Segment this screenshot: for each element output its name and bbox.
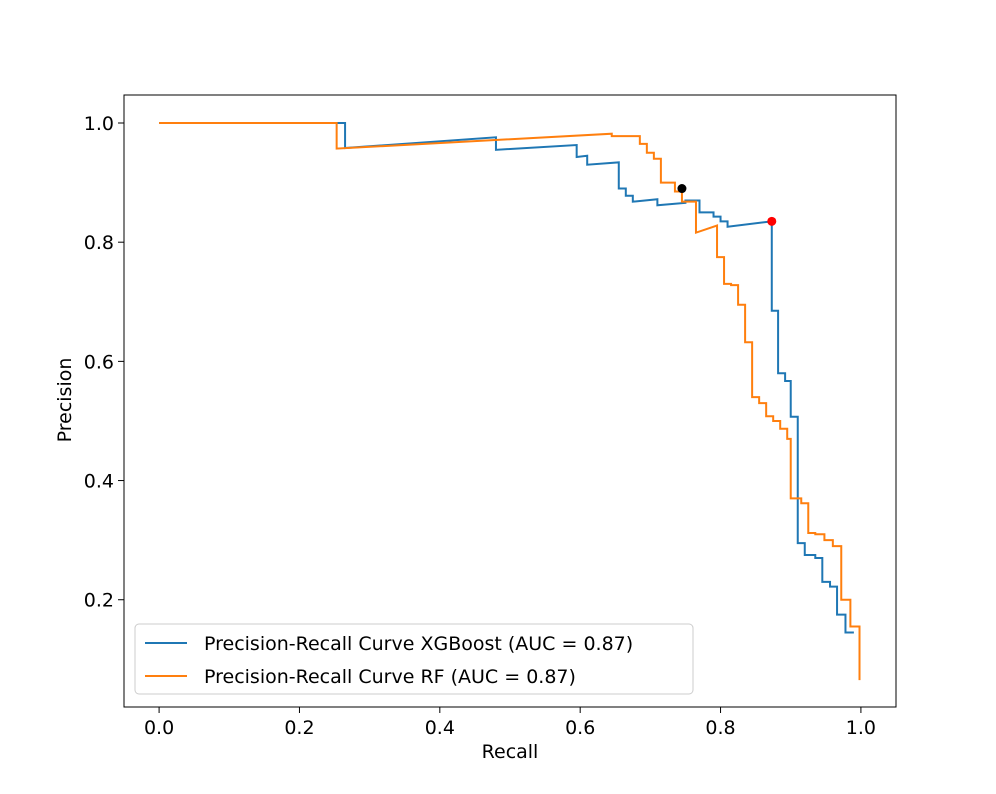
y-tick-label: 1.0 [84, 113, 114, 135]
series-line-rf [159, 122, 861, 681]
optimal-threshold-rf-marker [677, 184, 687, 194]
x-tick-label: 0.0 [144, 717, 174, 739]
plot-area [123, 94, 897, 708]
y-axis-ticks: 0.2 0.4 0.6 0.8 1.0 [84, 113, 124, 612]
x-tick-label: 1.0 [846, 717, 876, 739]
x-axis-title: Recall [482, 741, 539, 763]
y-tick-label: 0.4 [84, 471, 114, 493]
legend-box [134, 623, 694, 695]
series-line-xgboost [159, 122, 854, 634]
x-axis-ticks: 0.0 0.2 0.4 0.6 0.8 1.0 [144, 707, 876, 739]
x-tick-label: 0.4 [425, 717, 455, 739]
legend-label: Precision-Recall Curve XGBoost (AUC = 0.… [204, 633, 633, 655]
x-tick-label: 0.6 [565, 717, 595, 739]
legend-label: Precision-Recall Curve RF (AUC = 0.87) [204, 666, 576, 688]
optimal-threshold-xgboost-marker [767, 216, 777, 226]
plot-frame [123, 94, 897, 708]
y-tick-label: 0.6 [84, 351, 114, 373]
x-tick-label: 0.2 [284, 717, 314, 739]
y-axis-title: Precision [54, 358, 76, 443]
legend: Precision-Recall Curve XGBoost (AUC = 0.… [134, 623, 694, 695]
y-tick-label: 0.2 [84, 590, 114, 612]
y-tick-label: 0.8 [84, 232, 114, 254]
x-tick-label: 0.8 [705, 717, 735, 739]
